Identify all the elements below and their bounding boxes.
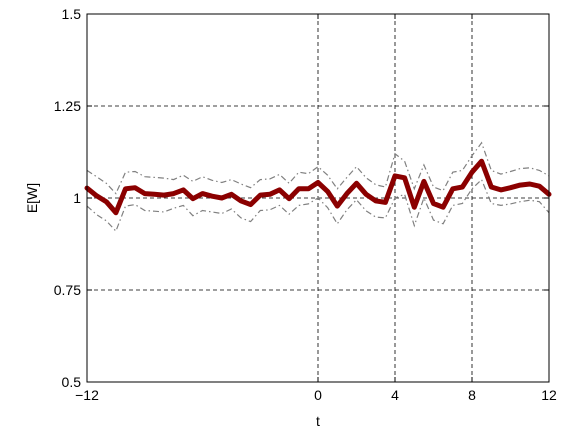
series-line-lower-band [86,178,550,233]
y-tick-label: 1.5 [62,6,82,22]
x-tick-label: 0 [314,387,322,403]
y-tick-label: 0.75 [54,282,81,298]
x-axis-label: t [316,413,320,429]
tick-layer: −12 0 4 8 12 0.5 0.75 1 1.25 1.5 [54,6,557,403]
y-axis-label: E[W] [24,183,40,213]
series-line-upper-band [86,141,550,195]
y-tick-label: 1.25 [54,98,81,114]
series-layer [84,141,552,233]
x-tick-label: 8 [468,387,476,403]
x-tick-label: 4 [391,387,399,403]
x-tick-label: −12 [75,387,99,403]
series-line-mean [84,158,552,216]
y-tick-label: 0.5 [62,374,82,390]
y-tick-label: 1 [73,190,81,206]
x-tick-label: 12 [541,387,557,403]
